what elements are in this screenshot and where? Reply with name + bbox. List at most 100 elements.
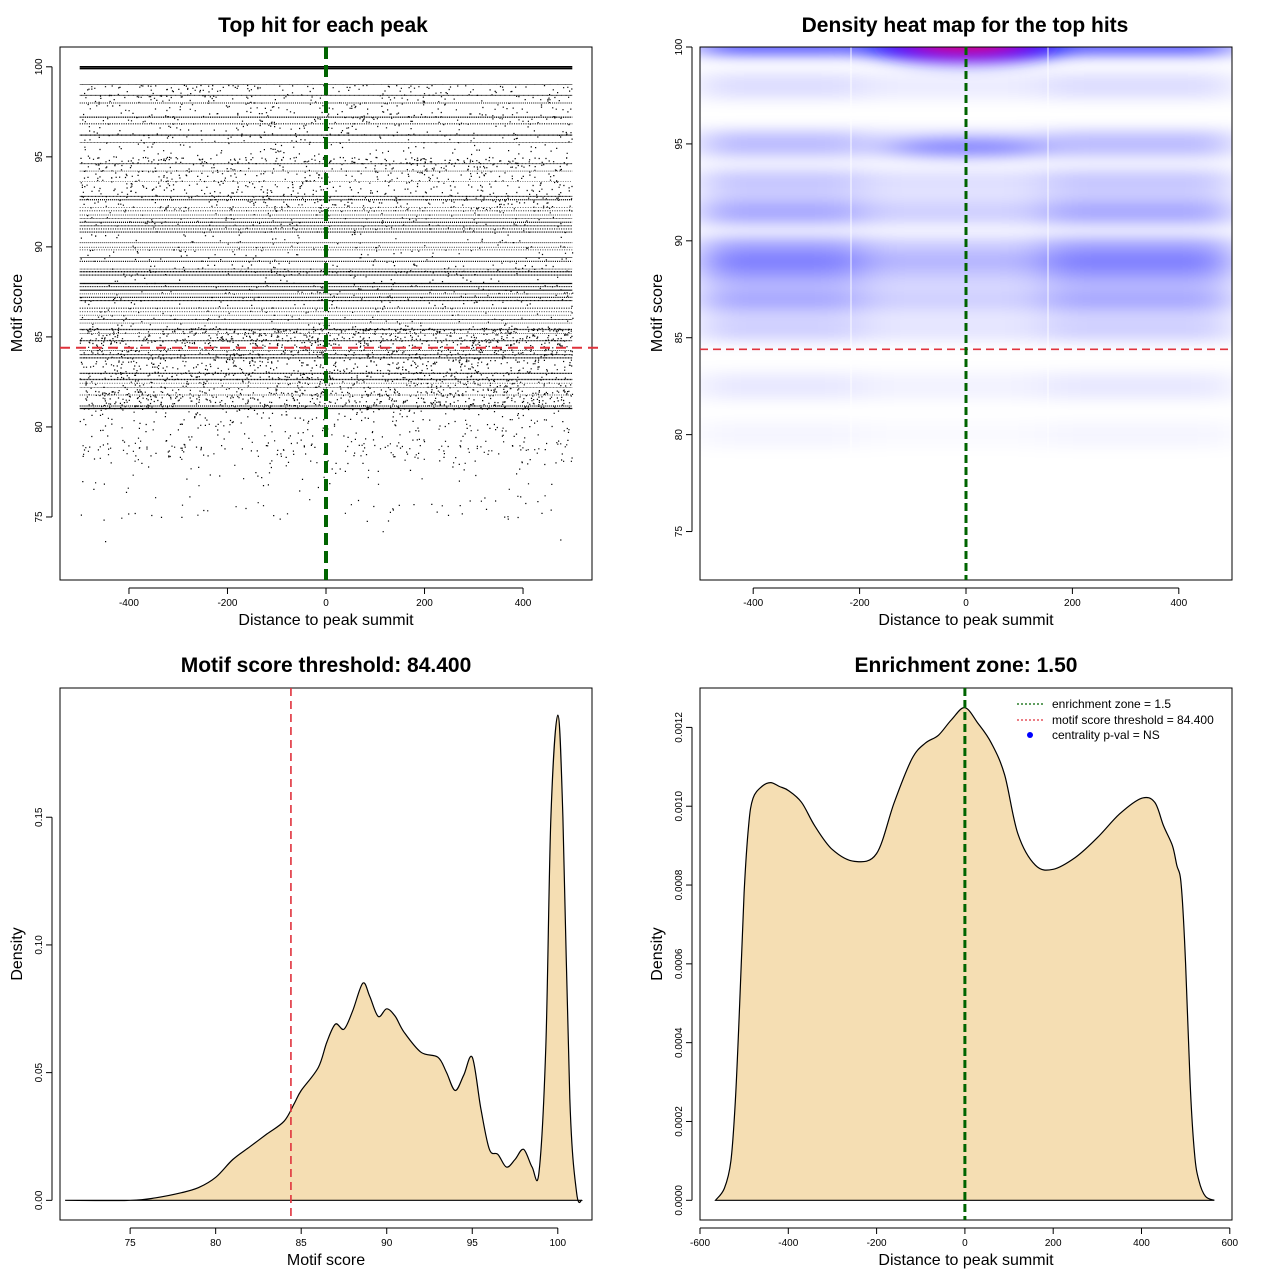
position-density-axes: -600 -400 -200 0 200 400 600 0.0000 0.0002 0.0004… [674, 712, 1239, 1249]
position-density-x-tick-label: 600 [1221, 1238, 1238, 1249]
position-density-panel: Enrichment zone: 1.50 -600 -400 -200 0 200 40… [649, 654, 1239, 1269]
scatter-ylabel: Motif score [9, 274, 26, 352]
heatmap-band-cell [1045, 169, 1232, 196]
heatmap-panel: Density heat map for the top hits -400 -2… [649, 14, 1233, 629]
score-density-xlabel: Motif score [287, 1252, 365, 1269]
legend-enrichment-label: enrichment zone = 1.5 [1052, 697, 1171, 711]
position-density-y-tick-label: 0.0000 [674, 1185, 685, 1216]
scatter-points-sparse [80, 445, 566, 522]
position-density-x-tick-label: 0 [962, 1238, 968, 1249]
heatmap-band-cell [700, 198, 860, 225]
heatmap-band-cell [859, 169, 1046, 196]
heatmap-y-tick-label: 100 [674, 38, 685, 55]
scatter-points-sparse [79, 327, 574, 411]
position-density-y-tick-label: 0.0006 [674, 948, 685, 979]
heatmap-band-cell [859, 285, 1046, 312]
heatmap-y-tick-label: 75 [674, 526, 685, 538]
scatter-y-tick-label: 75 [34, 511, 45, 523]
position-density-y-tick-label: 0.0008 [674, 869, 685, 900]
legend-threshold-label: motif score threshold = 84.400 [1052, 713, 1214, 727]
position-density-x-tick-label: -200 [867, 1238, 887, 1249]
score-density-panel: Motif score threshold: 84.400 75 80 85 90 95… [9, 654, 593, 1269]
heatmap-axes: -400 -200 0 200 400 75 80 85 90 95 100 [674, 38, 1188, 609]
heatmap-band-cell [700, 72, 860, 99]
score-density-plot-frame [59, 687, 593, 1221]
scatter-x-tick-label: 400 [515, 598, 532, 609]
heatmap-x-tick-label: -200 [850, 598, 870, 609]
score-density-ylabel: Density [9, 927, 26, 980]
scatter-xlabel: Distance to peak summit [238, 612, 414, 629]
score-density-axes: 75 80 85 90 95 100 0.00 0.05 0.10 0.15 [34, 807, 567, 1249]
score-density-y-tick-label: 0.10 [34, 935, 45, 955]
heatmap-band-cell [1046, 422, 1232, 448]
heatmap-band-cell [700, 373, 860, 400]
heatmap-ylabel: Motif score [649, 274, 666, 352]
scatter-x-tick-label: -400 [119, 598, 139, 609]
position-density-title: Enrichment zone: 1.50 [855, 654, 1078, 677]
score-density-area [65, 714, 583, 1204]
heatmap-band-cell [1045, 47, 1232, 54]
score-density-x-tick-label: 100 [549, 1238, 566, 1249]
heatmap-x-tick-label: 400 [1170, 598, 1187, 609]
heatmap-band-cell [700, 422, 860, 448]
scatter-panel: Top hit for each peak -400 -200 0 200 400 75 8… [9, 14, 603, 629]
score-density-x-tick-label: 85 [296, 1238, 308, 1249]
position-density-y-tick-label: 0.0002 [674, 1106, 685, 1137]
heatmap-band-cell [1045, 315, 1232, 342]
score-density-x-tick-label: 75 [125, 1238, 137, 1249]
position-density-y-tick-label: 0.0012 [674, 712, 685, 743]
scatter-y-tick-label: 80 [34, 421, 45, 433]
heatmap-band-cell [700, 285, 860, 312]
score-density-x-tick-label: 90 [381, 1238, 393, 1249]
position-legend: enrichment zone = 1.5 motif score thresh… [1017, 697, 1214, 742]
heatmap-band-cell [700, 256, 860, 283]
heatmap-band-cell [1045, 285, 1232, 312]
score-density-x-tick-label: 95 [467, 1238, 479, 1249]
heatmap-y-tick-label: 80 [674, 429, 685, 441]
scatter-y-tick-label: 100 [34, 58, 45, 75]
scatter-points-sparse [81, 84, 573, 212]
position-density-ylabel: Density [649, 927, 666, 980]
heatmap-x-tick-label: -400 [743, 598, 763, 609]
heatmap-band-cell [859, 256, 1046, 283]
position-density-x-tick-label: -400 [778, 1238, 798, 1249]
position-density-y-tick-label: 0.0010 [674, 790, 685, 821]
heatmap-band-cell [859, 373, 1046, 400]
heatmap-xlabel: Distance to peak summit [878, 612, 1054, 629]
scatter-x-tick-label: -200 [217, 598, 237, 609]
score-density-y-tick-label: 0.00 [34, 1190, 45, 1210]
heatmap-band-cell [1045, 130, 1232, 157]
legend-pval-label: centrality p-val = NS [1052, 728, 1160, 742]
heatmap-title: Density heat map for the top hits [802, 14, 1129, 37]
scatter-points-sparse [105, 509, 562, 543]
position-density-x-tick-label: 200 [1045, 1238, 1062, 1249]
scatter-x-tick-label: 200 [416, 598, 433, 609]
heatmap-x-tick-label: 200 [1064, 598, 1081, 609]
legend-pval-dot [1027, 732, 1033, 738]
heatmap-y-tick-label: 85 [674, 332, 685, 344]
heatmap-band-cell [1045, 373, 1232, 400]
position-density-x-tick-label: 400 [1133, 1238, 1150, 1249]
heatmap-band-cell [859, 198, 1046, 225]
heatmap-band-cell [859, 315, 1046, 342]
heatmap-band-cell [700, 130, 860, 157]
scatter-y-tick-label: 90 [34, 241, 45, 253]
position-density-xlabel: Distance to peak summit [878, 1252, 1054, 1269]
scatter-points-sparse [79, 390, 573, 465]
scatter-x-tick-label: 0 [323, 598, 329, 609]
heatmap-band-cell [700, 169, 860, 196]
heatmap-y-tick-label: 95 [674, 138, 685, 150]
heatmap-y-tick-label: 90 [674, 235, 685, 247]
position-density-y-tick-label: 0.0004 [674, 1027, 685, 1058]
scatter-axes: -400 -200 0 200 400 75 80 85 90 95 100 [34, 58, 532, 609]
heatmap-band-cell [700, 47, 860, 54]
score-density-x-tick-label: 80 [210, 1238, 222, 1249]
heatmap-band-cell [859, 72, 1046, 99]
heatmap-x-tick-label: 0 [963, 598, 969, 609]
score-density-title: Motif score threshold: 84.400 [181, 654, 472, 677]
heatmap-band-cell [700, 315, 860, 342]
score-density-y-tick-label: 0.05 [34, 1062, 45, 1082]
position-density-x-tick-label: -600 [690, 1238, 710, 1249]
score-density-y-tick-label: 0.15 [34, 807, 45, 827]
